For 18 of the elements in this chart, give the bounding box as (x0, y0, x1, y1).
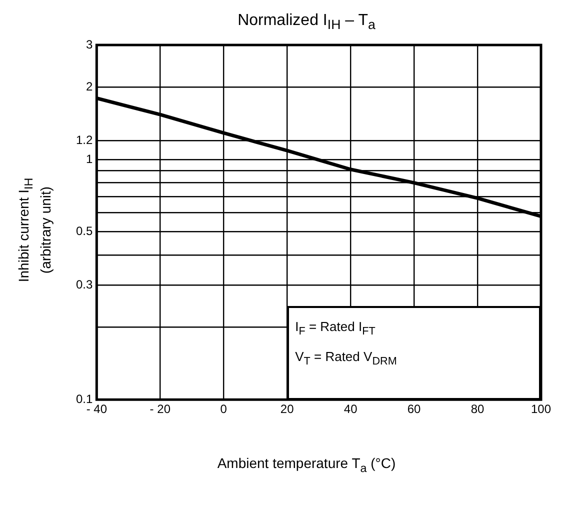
y-tick-label: 1 (86, 152, 93, 166)
y-tick-label: 1.2 (76, 132, 93, 147)
x-tick-label: 20 (280, 402, 294, 416)
x-tick-label: 60 (407, 402, 422, 416)
y-tick-label: 0.3 (76, 277, 93, 292)
y-tick-label: 3 (86, 37, 93, 52)
annotation: V$_{T}$ = Rated V$_{DRM}$ (295, 348, 398, 370)
x-tick-label: 80 (470, 402, 485, 416)
y-tick-label: 2 (86, 80, 93, 94)
x-tick-label: - 20 (150, 402, 171, 416)
x-tick-label: 40 (344, 402, 358, 416)
x-tick-label: 100 (530, 402, 552, 416)
x-tick-label: 0 (220, 402, 228, 416)
y-tick-label: 0.5 (76, 224, 93, 238)
chart-title: Normalized I$_{IH}$ – T$_{a}$ (236, 12, 376, 32)
text-box: I$_{F}$ = Rated I$_{FT}$ V$_{T}$ = Rated V$_{DRM}$ (287, 306, 541, 400)
x-axis-title: Ambient temperature T$_{a}$ (°C) (216, 455, 397, 475)
annotation: I$_{F}$ = Rated I$_{FT}$ (295, 318, 376, 340)
